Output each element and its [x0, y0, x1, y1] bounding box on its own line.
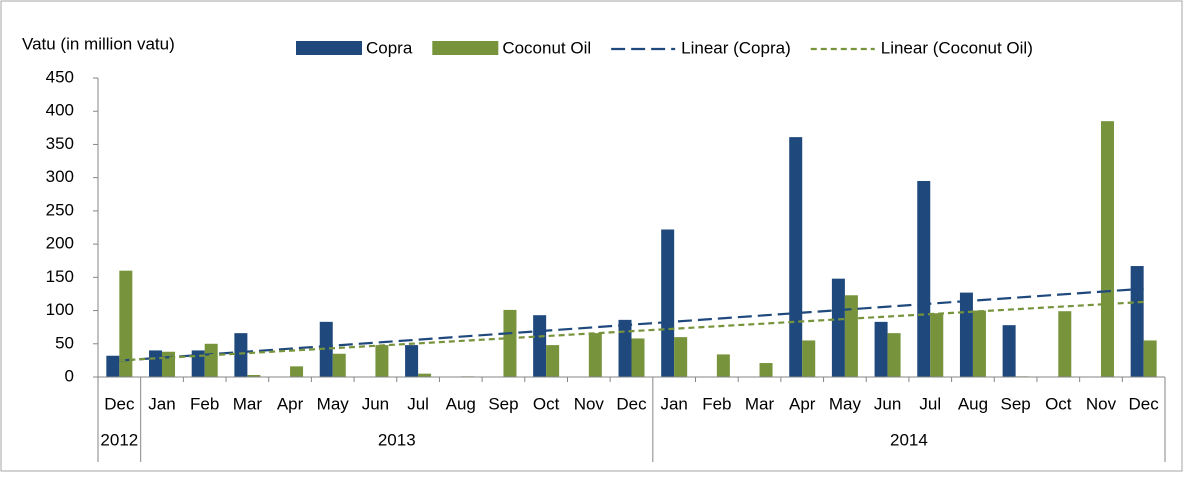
- x-tick-label: Jan: [660, 394, 687, 413]
- x-tick-label: Dec: [104, 394, 135, 413]
- y-tick-label: 450: [46, 67, 74, 86]
- bar: [661, 229, 675, 377]
- x-tick-label: May: [829, 394, 862, 413]
- bar: [533, 315, 547, 377]
- bar: [789, 137, 803, 377]
- bar: [618, 319, 632, 377]
- y-tick-label: 300: [46, 167, 74, 186]
- bar: [844, 295, 858, 377]
- bar: [106, 355, 120, 377]
- x-tick-label: Feb: [702, 394, 731, 413]
- bar: [1130, 266, 1144, 377]
- bar: [503, 309, 517, 377]
- legend-label: Coconut Oil: [502, 38, 591, 57]
- x-tick-label: May: [317, 394, 350, 413]
- legend-label: Linear (Coconut Oil): [881, 38, 1033, 57]
- legend-label: Linear (Copra): [681, 38, 791, 57]
- bar: [204, 343, 218, 377]
- bar: [759, 363, 773, 377]
- year-label: 2014: [890, 430, 928, 449]
- x-tick-label: Jan: [148, 394, 175, 413]
- year-label: 2012: [100, 430, 138, 449]
- year-label: 2013: [378, 430, 416, 449]
- bar: [162, 351, 176, 377]
- bar: [887, 333, 901, 377]
- x-tick-label: Oct: [1045, 394, 1072, 413]
- bar: [119, 270, 133, 377]
- bar: [674, 337, 688, 377]
- trendline: [119, 287, 1144, 362]
- trendline: [119, 300, 1144, 362]
- bar: [332, 353, 346, 377]
- bar: [959, 292, 973, 377]
- bar: [418, 373, 432, 377]
- y-tick-label: 100: [46, 300, 74, 319]
- bar: [972, 310, 986, 377]
- x-tick-label: Aug: [446, 394, 476, 413]
- bar: [588, 333, 602, 377]
- bar: [874, 321, 888, 377]
- x-tick-label: Dec: [616, 394, 647, 413]
- x-tick-label: Oct: [533, 394, 560, 413]
- x-tick-label: Nov: [1086, 394, 1117, 413]
- bar: [1100, 121, 1114, 377]
- bar: [930, 313, 944, 377]
- y-tick-label: 50: [55, 333, 74, 352]
- bar: [716, 354, 730, 377]
- x-tick-label: Apr: [789, 394, 816, 413]
- legend-label: Copra: [366, 38, 413, 57]
- bar: [319, 321, 333, 377]
- y-tick-label: 150: [46, 267, 74, 286]
- x-tick-label: Mar: [745, 394, 775, 413]
- x-tick-label: Apr: [277, 394, 304, 413]
- bar: [802, 340, 816, 377]
- x-tick-label: Jul: [919, 394, 941, 413]
- bar: [546, 345, 560, 377]
- x-tick-label: Jul: [407, 394, 429, 413]
- bar: [917, 180, 931, 377]
- y-axis-label: Vatu (in million vatu): [22, 34, 175, 53]
- y-tick-label: 350: [46, 134, 74, 153]
- x-tick-label: Feb: [190, 394, 219, 413]
- x-tick-label: Jun: [874, 394, 901, 413]
- bar: [234, 333, 248, 377]
- x-tick-label: Nov: [574, 394, 605, 413]
- legend-swatch: [296, 41, 362, 55]
- x-tick-label: Aug: [958, 394, 988, 413]
- x-tick-label: Jun: [362, 394, 389, 413]
- bar: [405, 345, 419, 377]
- bar: [1143, 340, 1157, 377]
- legend-swatch: [432, 41, 499, 55]
- x-tick-label: Mar: [233, 394, 263, 413]
- bar: [290, 366, 304, 377]
- y-tick-label: 400: [46, 101, 74, 120]
- bar: [631, 338, 645, 377]
- x-tick-label: Dec: [1129, 394, 1160, 413]
- x-tick-label: Sep: [1000, 394, 1030, 413]
- y-tick-label: 200: [46, 234, 74, 253]
- bar: [375, 345, 389, 377]
- y-tick-label: 250: [46, 200, 74, 219]
- y-tick-label: 0: [65, 366, 74, 385]
- bar: [1002, 325, 1016, 377]
- bar: [831, 278, 845, 377]
- bar: [247, 375, 261, 377]
- bar: [149, 350, 163, 377]
- x-tick-label: Sep: [488, 394, 518, 413]
- bar: [1058, 311, 1072, 377]
